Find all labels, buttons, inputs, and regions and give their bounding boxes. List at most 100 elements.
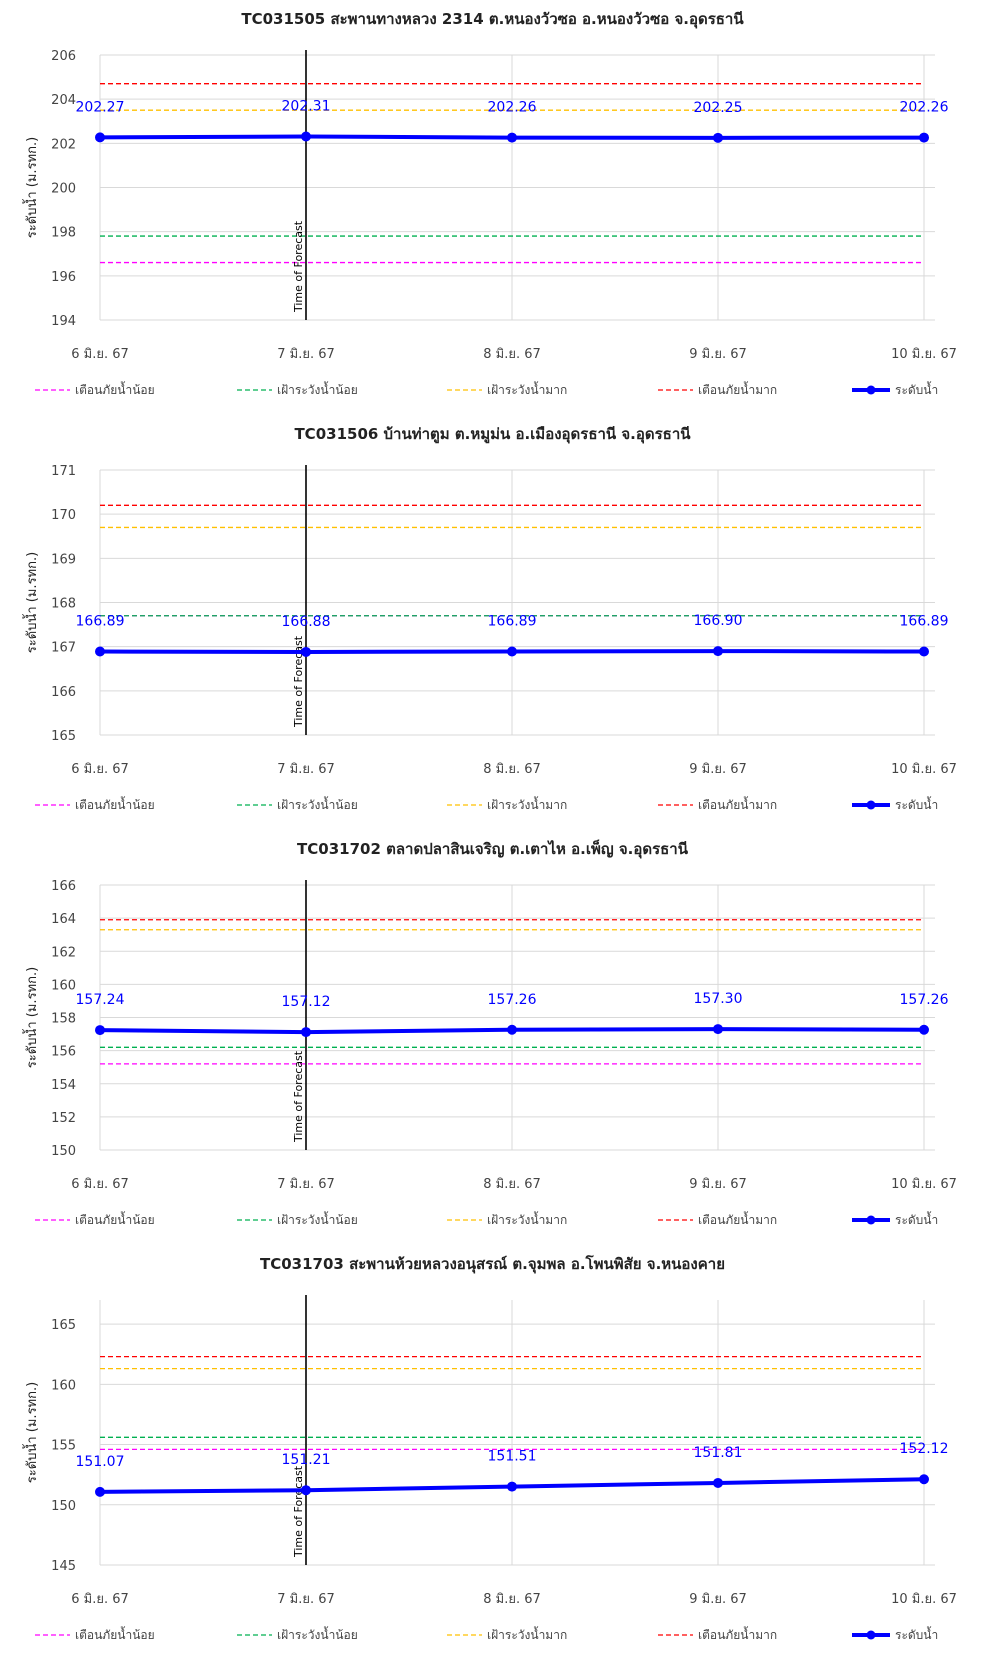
y-tick-label: 164 bbox=[51, 912, 76, 927]
x-tick-label: 9 มิ.ย. 67 bbox=[689, 762, 747, 777]
legend-marker bbox=[866, 1630, 876, 1640]
data-label: 157.26 bbox=[488, 992, 537, 1008]
y-axis-label: ระดับน้ำ (ม.รทก.) bbox=[22, 1382, 40, 1483]
x-tick-label: 10 มิ.ย. 67 bbox=[891, 347, 957, 362]
data-label: 202.25 bbox=[694, 100, 743, 116]
y-tick-label: 202 bbox=[51, 137, 76, 152]
x-tick-label: 7 มิ.ย. 67 bbox=[277, 762, 335, 777]
water-level-point bbox=[919, 132, 929, 143]
y-tick-label: 206 bbox=[51, 49, 76, 64]
y-tick-label: 166 bbox=[51, 685, 76, 700]
x-tick-label: 8 มิ.ย. 67 bbox=[483, 762, 541, 777]
legend-label: เตือนภัยน้ำน้อย bbox=[75, 1626, 155, 1642]
y-tick-label: 204 bbox=[51, 93, 76, 108]
x-tick-label: 8 มิ.ย. 67 bbox=[483, 347, 541, 362]
legend-marker bbox=[866, 800, 876, 810]
y-axis-label: ระดับน้ำ (ม.รทก.) bbox=[22, 967, 40, 1068]
data-label: 202.31 bbox=[282, 98, 331, 114]
x-tick-label: 10 มิ.ย. 67 bbox=[891, 1592, 957, 1607]
data-label: 166.89 bbox=[900, 614, 949, 630]
legend-label: เตือนภัยน้ำมาก bbox=[698, 381, 777, 397]
legend-label: เตือนภัยน้ำมาก bbox=[698, 1626, 777, 1642]
legend-label: เฝ้าระวังน้ำมาก bbox=[487, 1211, 567, 1227]
y-tick-label: 145 bbox=[51, 1559, 76, 1574]
water-level-point bbox=[507, 132, 517, 143]
legend-label: เตือนภัยน้ำน้อย bbox=[75, 381, 155, 397]
water-level-point bbox=[919, 1024, 929, 1035]
data-label: 157.24 bbox=[76, 992, 125, 1008]
y-tick-label: 158 bbox=[51, 1012, 76, 1027]
y-tick-label: 200 bbox=[51, 182, 76, 197]
data-label: 152.12 bbox=[900, 1441, 949, 1457]
water-level-point bbox=[95, 1025, 105, 1036]
legend-marker bbox=[866, 385, 876, 395]
legend-label: เฝ้าระวังน้ำน้อย bbox=[277, 381, 358, 397]
data-label: 166.90 bbox=[694, 613, 743, 629]
x-tick-label: 6 มิ.ย. 67 bbox=[71, 347, 129, 362]
data-label: 151.51 bbox=[488, 1449, 537, 1465]
legend-label: เฝ้าระวังน้ำน้อย bbox=[277, 1211, 358, 1227]
y-tick-label: 160 bbox=[51, 978, 76, 993]
y-tick-label: 171 bbox=[51, 464, 76, 479]
x-tick-label: 7 มิ.ย. 67 bbox=[277, 1177, 335, 1192]
legend-label: เฝ้าระวังน้ำมาก bbox=[487, 1626, 567, 1642]
water-level-point bbox=[919, 1474, 929, 1485]
data-label: 202.27 bbox=[76, 99, 125, 115]
water-level-point bbox=[301, 1027, 311, 1038]
x-tick-label: 7 มิ.ย. 67 bbox=[277, 1592, 335, 1607]
legend-label: เตือนภัยน้ำน้อย bbox=[75, 1211, 155, 1227]
forecast-label: Time of Forecast bbox=[292, 220, 305, 313]
chart-title: TC031506 บ้านท่าตูม ต.หมูม่น อ.เมืองอุดร… bbox=[294, 425, 691, 444]
chart-3: TC031702 ตลาดปลาสินเจริญ ต.เตาไห อ.เพ็ญ … bbox=[22, 839, 957, 1227]
y-tick-label: 156 bbox=[51, 1045, 76, 1060]
water-level-point bbox=[713, 1024, 723, 1035]
data-label: 166.88 bbox=[282, 614, 331, 630]
legend-marker bbox=[866, 1215, 876, 1225]
y-tick-label: 150 bbox=[51, 1144, 76, 1159]
water-level-point bbox=[507, 1481, 517, 1492]
water-level-point bbox=[507, 646, 517, 657]
chart-title: TC031505 สะพานทางหลวง 2314 ต.หนองวัวซอ อ… bbox=[241, 10, 744, 29]
water-level-point bbox=[919, 646, 929, 657]
y-tick-label: 166 bbox=[51, 879, 76, 894]
forecast-label: Time of Forecast bbox=[292, 1050, 305, 1143]
y-axis-label: ระดับน้ำ (ม.รทก.) bbox=[22, 137, 40, 238]
y-tick-label: 170 bbox=[51, 508, 76, 523]
y-tick-label: 198 bbox=[51, 226, 76, 241]
data-label: 157.26 bbox=[900, 992, 949, 1008]
data-label: 202.26 bbox=[488, 100, 537, 116]
x-tick-label: 9 มิ.ย. 67 bbox=[689, 1592, 747, 1607]
chart-title: TC031703 สะพานห้วยหลวงอนุสรณ์ ต.จุมพล อ.… bbox=[260, 1254, 725, 1274]
water-level-point bbox=[95, 132, 105, 143]
legend-label: ระดับน้ำ bbox=[895, 381, 938, 397]
data-label: 151.21 bbox=[282, 1452, 331, 1468]
x-tick-label: 6 มิ.ย. 67 bbox=[71, 762, 129, 777]
y-tick-label: 167 bbox=[51, 641, 76, 656]
legend-label: เตือนภัยน้ำน้อย bbox=[75, 796, 155, 812]
chart-title: TC031702 ตลาดปลาสินเจริญ ต.เตาไห อ.เพ็ญ … bbox=[297, 839, 689, 859]
legend-label: ระดับน้ำ bbox=[895, 1626, 938, 1642]
data-label: 202.26 bbox=[900, 100, 949, 116]
data-label: 151.81 bbox=[694, 1445, 743, 1461]
water-level-point bbox=[507, 1024, 517, 1035]
chart-1: TC031505 สะพานทางหลวง 2314 ต.หนองวัวซอ อ… bbox=[22, 10, 957, 397]
y-axis-label: ระดับน้ำ (ม.รทก.) bbox=[22, 552, 40, 653]
water-level-point bbox=[713, 132, 723, 143]
y-tick-label: 150 bbox=[51, 1499, 76, 1514]
x-tick-label: 8 มิ.ย. 67 bbox=[483, 1592, 541, 1607]
chart-4: TC031703 สะพานห้วยหลวงอนุสรณ์ ต.จุมพล อ.… bbox=[22, 1254, 957, 1642]
x-tick-label: 10 มิ.ย. 67 bbox=[891, 762, 957, 777]
water-level-point bbox=[301, 131, 311, 142]
forecast-label: Time of Forecast bbox=[292, 1465, 305, 1558]
legend-label: เฝ้าระวังน้ำมาก bbox=[487, 796, 567, 812]
data-label: 166.89 bbox=[76, 614, 125, 630]
y-tick-label: 165 bbox=[51, 729, 76, 744]
water-level-point bbox=[95, 646, 105, 657]
x-tick-label: 8 มิ.ย. 67 bbox=[483, 1177, 541, 1192]
y-tick-label: 155 bbox=[51, 1439, 76, 1454]
x-tick-label: 9 มิ.ย. 67 bbox=[689, 347, 747, 362]
water-level-point bbox=[713, 1477, 723, 1488]
y-tick-label: 194 bbox=[51, 314, 76, 329]
legend-label: เตือนภัยน้ำมาก bbox=[698, 796, 777, 812]
